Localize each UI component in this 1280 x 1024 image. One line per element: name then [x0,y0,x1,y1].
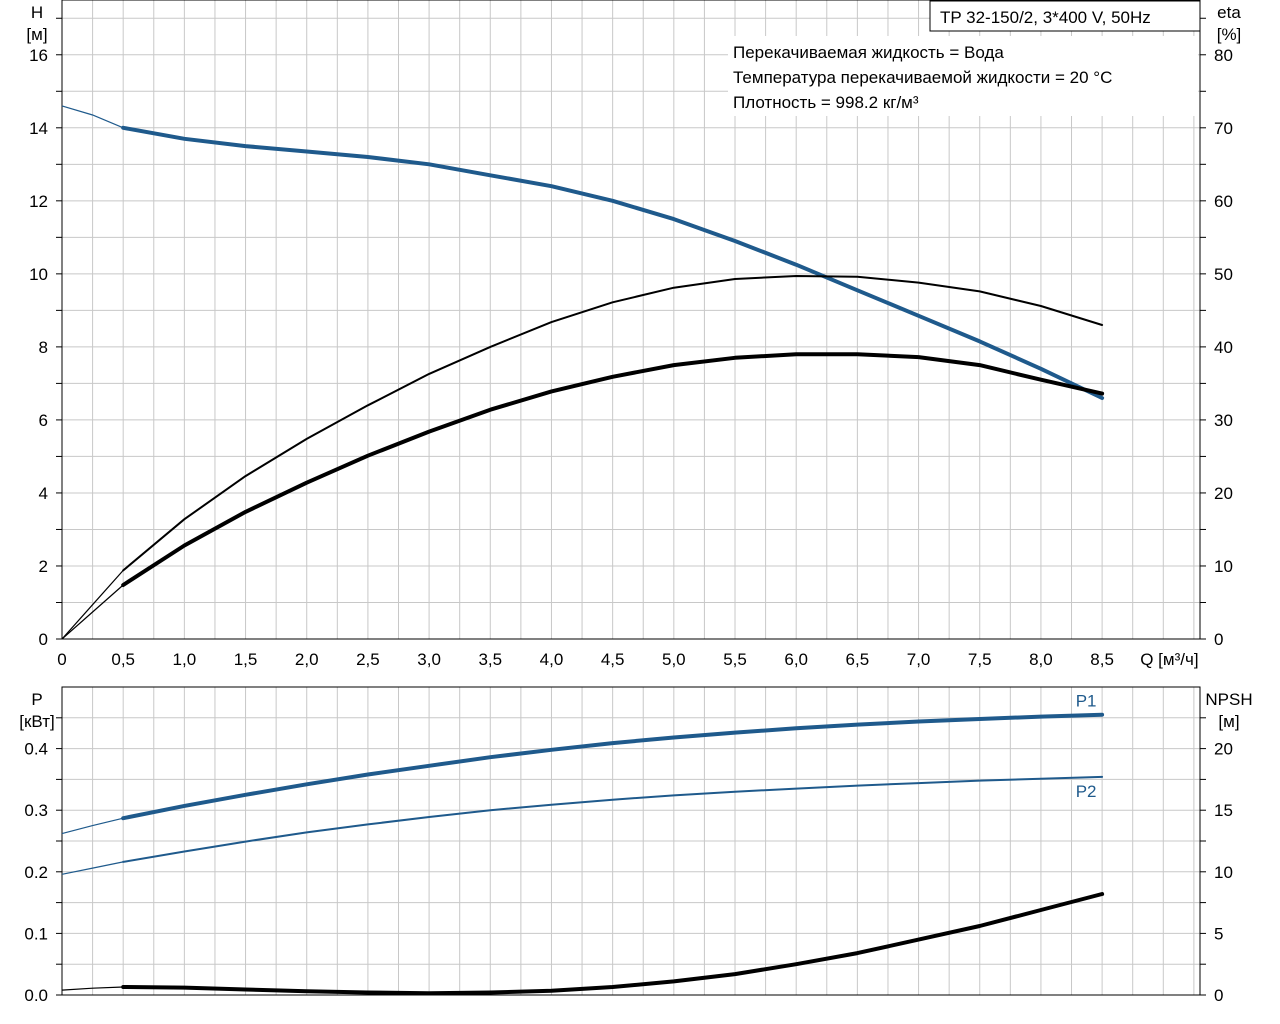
x-tick-label: 1,0 [173,650,197,669]
left-tick-label: 10 [29,265,48,284]
x-tick-label: 3,5 [478,650,502,669]
left-tick-label: 0.2 [24,863,48,882]
x-tick-label: 2,5 [356,650,380,669]
x-tick-label: 5,0 [662,650,686,669]
series-line [121,892,1105,996]
right-tick-label: 40 [1214,338,1233,357]
x-tick-label: 5,5 [723,650,747,669]
left-tick-label: 8 [39,338,48,357]
right-tick-label: 30 [1214,411,1233,430]
head-efficiency-panel: 0 2 4 6 8 10 12 14 16 0 10 20 30 40 50 60 70 80 H [м] eta [%]… [26,0,1241,669]
x-tick-label: 7,0 [907,650,931,669]
right-tick-label: 50 [1214,265,1233,284]
power-npsh-panel: 0.0 0.1 0.2 0.3 0.4 0 5 10 15 20 P [кВт] NPSH [м] P1 P2 [19,686,1253,1005]
left-tick-label: 0.3 [24,801,48,820]
x-tick-label: 6,0 [784,650,808,669]
series-line [121,352,1105,587]
x-tick-label: 1,5 [234,650,258,669]
right-tick-label: 0 [1214,986,1223,1005]
left-tick-label: 6 [39,411,48,430]
x-axis-label: Q [м³/ч] [1140,650,1198,669]
right-axis-name: NPSH [1205,690,1252,709]
x-tick-label: 8,0 [1029,650,1053,669]
series-extension-line [61,584,124,640]
x-tick-label: 2,0 [295,650,319,669]
x-tick-label: 4,0 [540,650,564,669]
right-tick-label: 10 [1214,863,1233,882]
right-axis-unit: [м] [1218,712,1239,731]
left-tick-label: 4 [39,484,48,503]
series-name-label: P1 [1076,692,1097,711]
right-axis-name: eta [1217,3,1241,22]
left-tick-label: 0.0 [24,986,48,1005]
left-tick-label: 16 [29,46,48,65]
info-background [728,36,1198,116]
series-extension-line [61,861,124,875]
x-tick-label: 0,5 [111,650,135,669]
series-line [122,775,1104,863]
x-tick-label: 6,5 [846,650,870,669]
x-tick-label: 8,5 [1090,650,1114,669]
right-tick-label: 80 [1214,46,1233,65]
left-tick-label: 2 [39,557,48,576]
right-axis-unit: [%] [1217,25,1242,44]
chart-title: TP 32-150/2, 3*400 V, 50Hz [940,8,1151,27]
series-extension-line [61,817,124,835]
right-tick-label: 20 [1214,740,1233,759]
right-tick-label: 10 [1214,557,1233,576]
series-extension-line [61,986,124,991]
right-tick-label: 70 [1214,119,1233,138]
left-tick-label: 0.1 [24,924,48,943]
left-axis-unit: [м] [26,25,47,44]
info-annotation: Температура перекачиваемой жидкости = 20… [733,68,1112,87]
x-tick-label: 7,5 [968,650,992,669]
left-tick-label: 0 [39,630,48,649]
left-tick-label: 12 [29,192,48,211]
info-annotation: Плотность = 998.2 кг/м³ [733,93,919,112]
x-tick-label: 0 [57,650,66,669]
series-extension-line [61,105,124,129]
right-tick-label: 0 [1214,630,1223,649]
series-line [122,275,1104,572]
right-tick-label: 5 [1214,924,1223,943]
left-axis-name: H [31,3,43,22]
series-line [121,712,1105,821]
series-extension-line [61,570,124,640]
x-tick-label: 4,5 [601,650,625,669]
title-box [929,0,1201,32]
left-tick-label: 0.4 [24,740,48,759]
left-axis-unit: [кВт] [19,712,54,731]
series-line [121,125,1105,400]
right-tick-label: 20 [1214,484,1233,503]
right-tick-label: 60 [1214,192,1233,211]
right-tick-label: 15 [1214,801,1233,820]
plot-frame [61,0,1201,640]
x-tick-label: 3,0 [417,650,441,669]
left-axis-name: P [31,690,42,709]
info-annotation: Перекачиваемая жидкость = Вода [733,43,1004,62]
left-tick-label: 14 [29,119,48,138]
series-name-label: P2 [1076,782,1097,801]
